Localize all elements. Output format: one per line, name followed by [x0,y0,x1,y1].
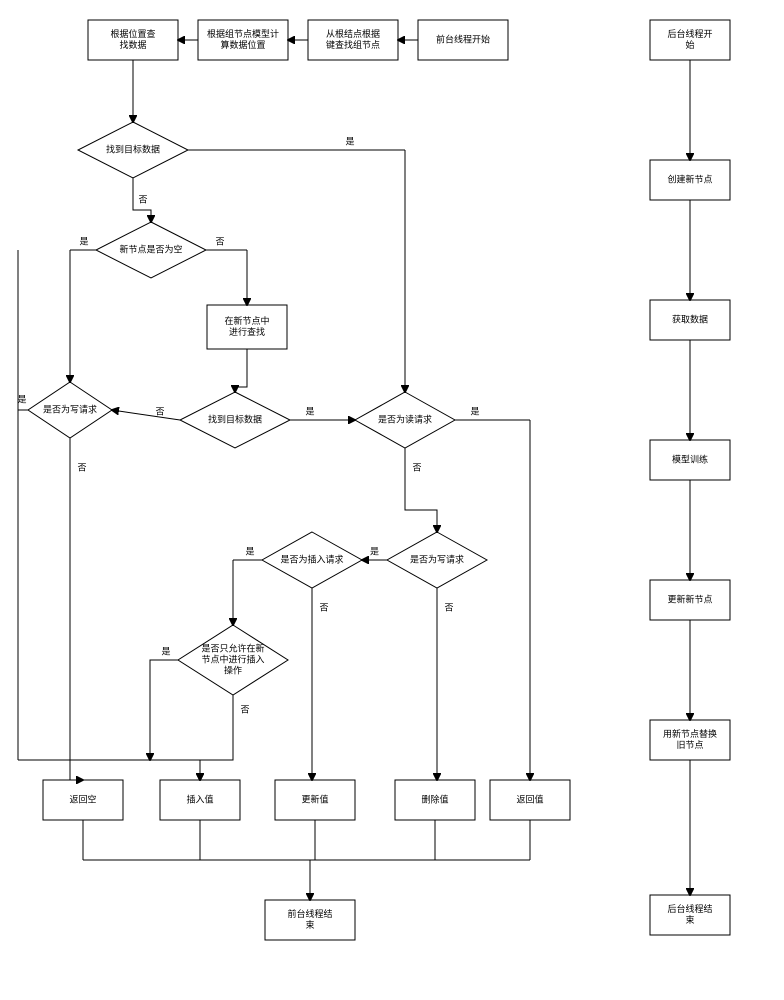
edge-label: 是 [345,136,354,146]
right-r1-label: 始 [685,39,694,50]
edge-label: 否 [319,602,328,612]
e9 [112,410,180,420]
p-search-new-node-label: 进行查找 [229,326,265,337]
t-end-label: 前台线程结 [287,908,332,919]
p-search-new-node-label: 在新节点中 [224,315,269,326]
right-r2-label: 创建新节点 [667,173,712,184]
e18 [200,695,233,780]
edge-label: 否 [412,462,421,472]
box-b4-label: 前台线程开始 [436,33,490,44]
d-find-target-2-label: 找到目标数据 [208,413,262,424]
d-find-target-1-label: 找到目标数据 [106,143,160,154]
edge-label: 否 [444,602,453,612]
d-only-new-insert-label: 节点中进行插入 [201,653,264,664]
edge-label: 是 [470,406,479,416]
right-r7-label: 束 [685,915,694,925]
edge-label: 是 [161,646,170,656]
flowchart-canvas: 根据位置查找数据 根据组节点模型计算数据位置 从根结点根据键查找组节点 前台线程开始找… [0,0,784,1000]
e8 [70,438,83,780]
d-only-new-insert-label: 是否只允许在新 [201,642,264,653]
edge-label: 是 [245,546,254,556]
edge-label: 否 [215,236,224,246]
box-b2-label: 根据组节点模型计 [207,28,279,39]
t-end-label: 束 [305,920,314,930]
d-write-req-1-label: 是否为写请求 [43,403,97,414]
box-b3-label: 从根结点根据 [326,28,380,39]
edge-label: 是 [17,394,26,404]
t_return-label: 返回值 [516,793,543,804]
e6 [235,349,247,392]
box-b2-label: 算数据位置 [220,39,265,50]
e12 [405,448,437,532]
edge-label: 否 [77,462,86,472]
edge-label: 否 [155,406,164,416]
d-write-req-2-label: 是否为写请求 [410,553,464,564]
edge-label: 否 [138,194,147,204]
right-r6-label: 旧节点 [676,740,703,750]
right-r3-label: 获取数据 [672,313,708,324]
edge-label: 是 [370,546,379,556]
box-b1-label: 找数据 [119,39,146,50]
right-r6-label: 用新节点替换 [663,728,717,739]
d-read-req-label: 是否为读请求 [378,413,432,424]
t_returnEmpty-label: 返回空 [69,793,96,804]
d-only-new-insert-label: 操作 [224,664,242,675]
right-r7-label: 后台线程结 [667,903,712,914]
t_delete-label: 删除值 [421,793,448,804]
edge-label: 是 [305,406,314,416]
right-r5-label: 更新新节点 [667,593,712,604]
d-new-node-empty-label: 新节点是否为空 [119,243,182,254]
e7c [18,760,200,780]
box-b3-label: 键查找组节点 [326,39,380,50]
t_update-label: 更新值 [301,793,328,804]
right-r4-label: 模型训练 [672,453,708,464]
d-insert-req-label: 是否为插入请求 [280,553,343,564]
edge-label: 否 [240,704,249,714]
edge-label: 是 [79,236,88,246]
e17 [150,660,178,760]
box-b1-label: 根据位置查 [110,28,155,39]
t_insert-label: 插入值 [186,793,213,804]
right-r1-label: 后台线程开 [667,28,712,39]
